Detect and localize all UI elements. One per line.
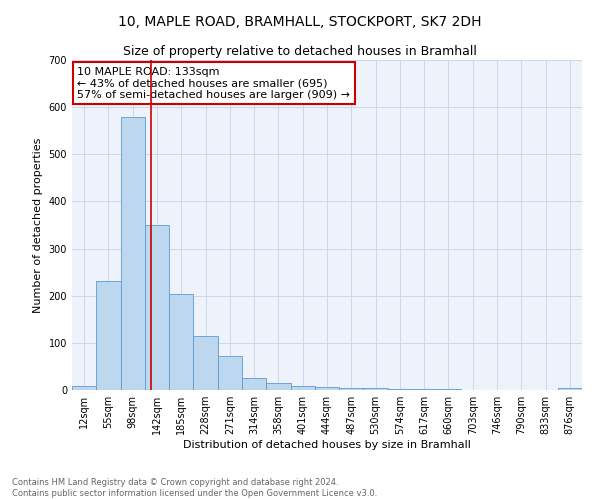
Bar xyxy=(96,280,121,390)
Bar xyxy=(290,386,315,390)
Bar xyxy=(218,356,242,390)
Bar xyxy=(436,389,461,390)
Text: 10, MAPLE ROAD, BRAMHALL, STOCKPORT, SK7 2DH: 10, MAPLE ROAD, BRAMHALL, STOCKPORT, SK7… xyxy=(118,15,482,29)
Bar xyxy=(412,389,436,390)
Bar xyxy=(193,336,218,390)
Bar xyxy=(242,378,266,390)
Text: Contains HM Land Registry data © Crown copyright and database right 2024.
Contai: Contains HM Land Registry data © Crown c… xyxy=(12,478,377,498)
Bar xyxy=(145,225,169,390)
Text: 10 MAPLE ROAD: 133sqm
← 43% of detached houses are smaller (695)
57% of semi-det: 10 MAPLE ROAD: 133sqm ← 43% of detached … xyxy=(77,66,350,100)
Bar xyxy=(339,388,364,390)
Y-axis label: Number of detached properties: Number of detached properties xyxy=(33,138,43,312)
Bar xyxy=(364,388,388,390)
Bar xyxy=(388,388,412,390)
Text: Size of property relative to detached houses in Bramhall: Size of property relative to detached ho… xyxy=(123,45,477,58)
Bar xyxy=(266,383,290,390)
Bar xyxy=(169,294,193,390)
Bar xyxy=(558,388,582,390)
Bar xyxy=(72,386,96,390)
Bar xyxy=(121,116,145,390)
X-axis label: Distribution of detached houses by size in Bramhall: Distribution of detached houses by size … xyxy=(183,440,471,450)
Bar xyxy=(315,387,339,390)
